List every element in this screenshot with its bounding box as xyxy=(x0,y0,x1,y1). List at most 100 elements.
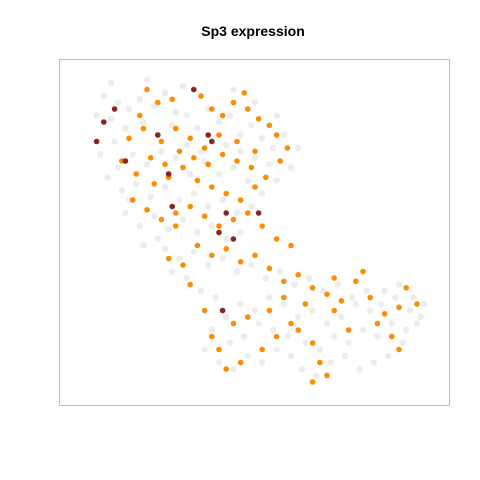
data-point-high xyxy=(219,307,226,314)
data-point-none xyxy=(345,339,352,347)
data-point-none xyxy=(179,83,187,90)
data-point-none xyxy=(417,313,424,321)
data-point-none xyxy=(259,135,266,142)
data-point-none xyxy=(230,365,237,373)
data-point-none xyxy=(381,287,388,295)
data-point-mid xyxy=(194,177,201,184)
data-point-none xyxy=(241,333,248,340)
data-point-none xyxy=(205,203,212,210)
data-point-high xyxy=(230,236,237,242)
data-point-none xyxy=(331,333,338,340)
chart-title: Sp3 expression xyxy=(201,23,305,39)
data-point-mid xyxy=(309,379,316,385)
data-point-mid xyxy=(245,106,251,112)
data-point-none xyxy=(403,326,410,334)
data-point-mid xyxy=(194,242,201,249)
data-point-mid xyxy=(140,125,147,132)
data-point-none xyxy=(313,372,320,379)
data-point-mid xyxy=(209,252,215,259)
data-point-mid xyxy=(338,298,345,304)
data-point-mid xyxy=(180,164,186,171)
data-point-none xyxy=(215,170,223,178)
data-point-none xyxy=(323,320,331,327)
data-point-mid xyxy=(252,184,258,190)
data-point-mid xyxy=(223,190,229,197)
data-point-none xyxy=(269,326,277,334)
data-point-none xyxy=(183,112,190,119)
data-point-none xyxy=(158,148,165,155)
data-point-none xyxy=(187,170,194,178)
data-point-none xyxy=(194,125,201,132)
data-point-none xyxy=(133,180,140,187)
data-point-none xyxy=(122,125,129,132)
data-point-none xyxy=(97,151,104,158)
data-point-none xyxy=(205,261,212,269)
data-point-none xyxy=(370,359,377,366)
data-point-none xyxy=(298,365,305,373)
data-point-none xyxy=(129,151,136,158)
data-point-mid xyxy=(173,125,179,132)
data-point-mid xyxy=(273,333,280,340)
data-point-mid xyxy=(147,155,154,161)
data-point-none xyxy=(406,307,413,314)
data-point-high xyxy=(216,229,222,236)
data-point-none xyxy=(363,287,370,295)
data-point-none xyxy=(115,164,122,171)
data-point-mid xyxy=(187,281,193,288)
data-point-none xyxy=(201,346,208,353)
data-point-none xyxy=(287,352,295,360)
data-point-mid xyxy=(277,158,284,164)
data-point-high xyxy=(93,138,100,145)
data-point-none xyxy=(107,79,115,87)
data-point-high xyxy=(205,132,211,138)
data-point-mid xyxy=(389,333,395,340)
data-point-mid xyxy=(367,294,374,301)
data-point-mid xyxy=(266,265,273,272)
data-point-none xyxy=(421,300,428,308)
data-point-none xyxy=(179,216,187,223)
data-point-none xyxy=(273,112,280,119)
data-point-none xyxy=(136,222,143,230)
data-point-none xyxy=(176,196,183,204)
data-point-mid xyxy=(302,301,309,307)
data-point-none xyxy=(349,294,356,301)
data-point-mid xyxy=(126,135,132,142)
data-point-mid xyxy=(245,210,251,216)
data-point-none xyxy=(136,96,143,103)
data-point-none xyxy=(334,281,341,288)
data-point-none xyxy=(273,177,280,184)
data-point-mid xyxy=(216,132,222,138)
data-point-none xyxy=(208,222,215,230)
data-point-mid xyxy=(309,340,316,346)
data-point-mid xyxy=(255,116,262,122)
data-point-none xyxy=(385,352,392,360)
data-point-high xyxy=(101,119,107,125)
data-point-none xyxy=(122,209,129,217)
data-point-none xyxy=(233,268,241,275)
data-point-mid xyxy=(191,155,197,161)
data-point-none xyxy=(165,226,172,233)
data-point-none xyxy=(399,339,406,347)
data-point-none xyxy=(356,365,363,373)
data-point-mid xyxy=(324,372,330,379)
data-point-none xyxy=(161,89,169,97)
data-point-none xyxy=(410,294,417,301)
data-point-high xyxy=(191,86,197,93)
data-point-mid xyxy=(230,320,237,327)
data-point-mid xyxy=(414,301,420,307)
data-point-mid xyxy=(234,138,240,145)
data-point-mid xyxy=(180,262,186,268)
data-point-none xyxy=(291,281,298,288)
data-point-none xyxy=(161,183,169,191)
data-point-none xyxy=(93,112,100,119)
data-point-none xyxy=(244,352,251,360)
data-point-mid xyxy=(219,112,226,119)
data-point-none xyxy=(143,161,151,168)
data-point-mid xyxy=(223,246,229,252)
data-point-none xyxy=(154,235,161,243)
data-point-mid xyxy=(219,151,226,158)
data-point-none xyxy=(226,339,233,347)
data-point-mid xyxy=(230,99,237,106)
data-point-none xyxy=(100,92,108,100)
